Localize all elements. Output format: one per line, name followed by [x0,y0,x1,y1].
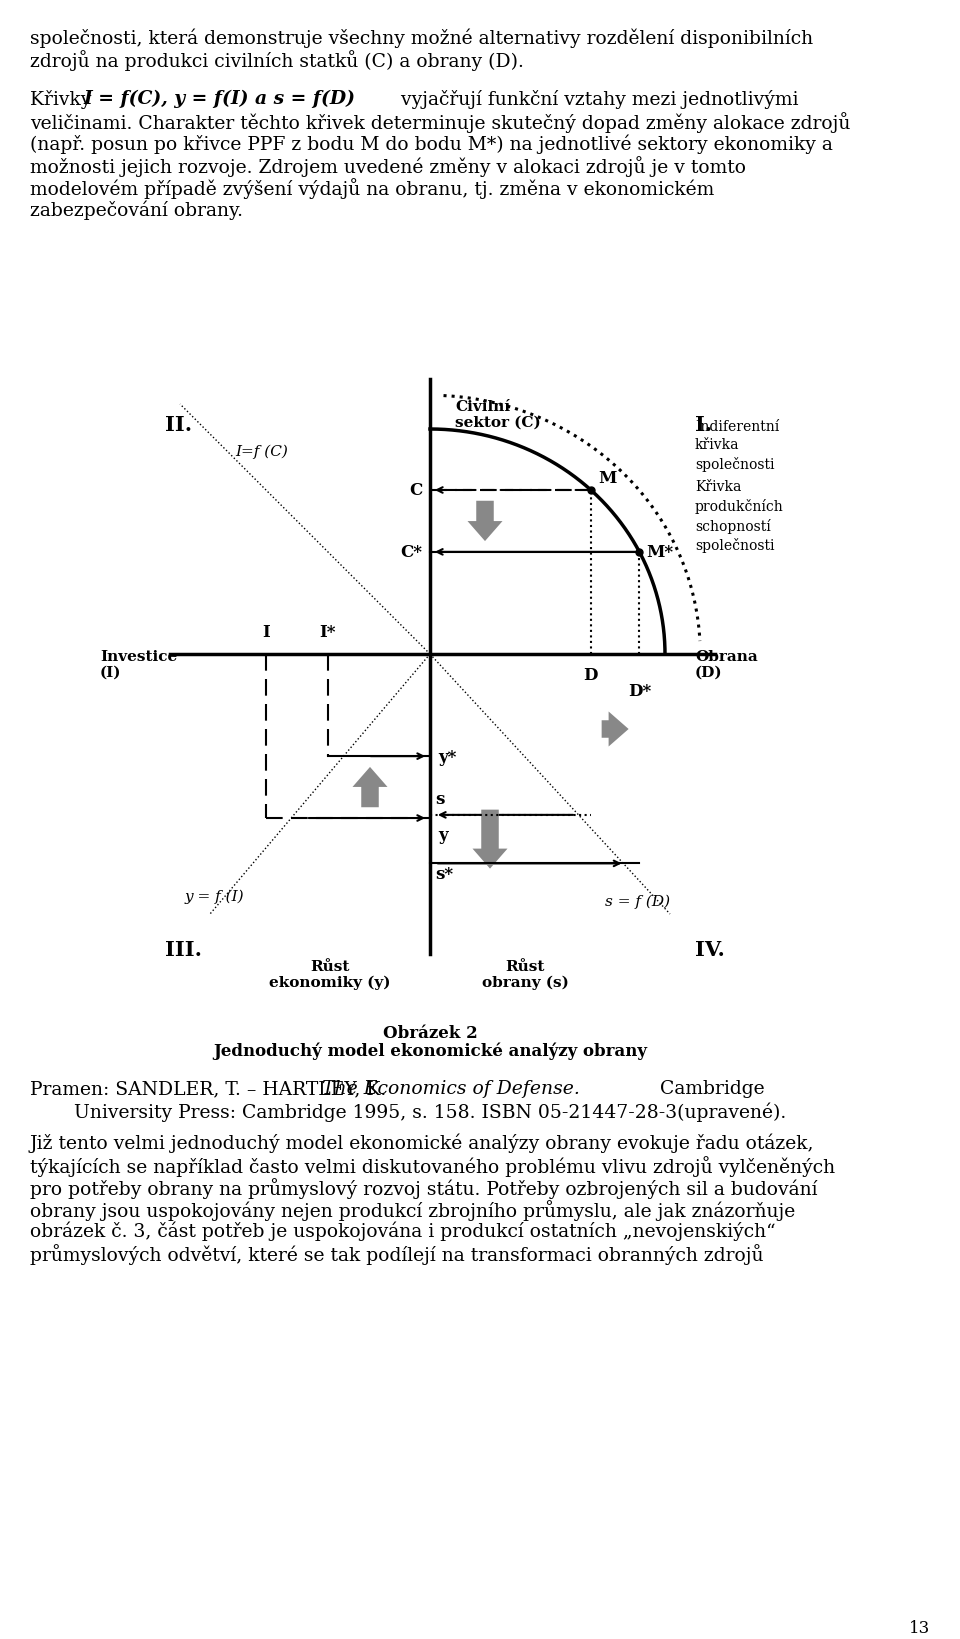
Text: Pramen: SANDLER, T. – HARTLEY, K.: Pramen: SANDLER, T. – HARTLEY, K. [30,1080,393,1098]
Text: y*: y* [438,747,456,765]
Text: s: s [435,790,444,808]
Text: obrázek č. 3, část potřeb je uspokojována i produkcí ostatních „nevojenskiých“: obrázek č. 3, část potřeb je uspokojován… [30,1221,776,1241]
Text: III.: III. [165,939,202,959]
Text: Růst: Růst [310,959,349,974]
Text: možnosti jejich rozvoje. Zdrojem uvedené změny v alokaci zdrojů je v tomto: možnosti jejich rozvoje. Zdrojem uvedené… [30,156,746,177]
Text: pro potřeby obrany na průmyslový rozvoj státu. Potřeby ozbrojených sil a budován: pro potřeby obrany na průmyslový rozvoj … [30,1177,818,1198]
Text: veličinami. Charakter těchto křivek determinuje skutečný dopad změny alokace zdr: veličinami. Charakter těchto křivek dete… [30,111,851,133]
Text: M: M [598,470,616,487]
Text: y: y [438,826,447,844]
Text: s*: s* [435,865,453,883]
Text: I=f (C): I=f (C) [235,444,288,459]
Text: IV.: IV. [695,939,725,959]
Text: University Press: Cambridge 1995, s. 158. ISBN 05-21447-28-3(upravené).: University Press: Cambridge 1995, s. 158… [74,1101,786,1121]
Text: D*: D* [628,682,651,700]
Text: (D): (D) [695,665,723,680]
Text: Již tento velmi jednoduchý model ekonomické analýzy obrany evokuje řadu otázek,: Již tento velmi jednoduchý model ekonomi… [30,1133,814,1152]
Text: Růst: Růst [505,959,544,974]
Text: ekonomiky (y): ekonomiky (y) [269,975,391,990]
Text: (I): (I) [100,665,122,680]
Text: (např. posun po křivce PPF z bodu M do bodu M*) na jednotlivé sektory ekonomiky : (např. posun po křivce PPF z bodu M do b… [30,134,833,154]
Text: I = f(C), y = f(I) a s = f(D): I = f(C), y = f(I) a s = f(D) [83,90,355,108]
Text: průmyslových odvětví, které se tak podílejí na transformaci obranných zdrojů: průmyslových odvětví, které se tak podíl… [30,1244,763,1264]
Text: s = f (D): s = f (D) [605,895,670,910]
Text: Civilní: Civilní [455,400,510,413]
Text: I: I [262,623,270,641]
Text: C*: C* [400,544,422,561]
Text: společnosti, která demonstruje všechny možné alternativy rozdělení disponibilníc: společnosti, která demonstruje všechny m… [30,28,813,48]
Text: Křivka
produkčních
schopností
společnosti: Křivka produkčních schopností společnost… [695,480,783,552]
Text: I.: I. [695,415,712,434]
Text: Investice: Investice [100,649,178,664]
Text: sektor (C): sektor (C) [455,416,540,429]
Text: Obrázek 2: Obrázek 2 [383,1024,477,1041]
Text: Cambridge: Cambridge [660,1080,764,1098]
Text: obrany jsou uspokojovány nejen produkcí zbrojního průmyslu, ale jak znázorňuje: obrany jsou uspokojovány nejen produkcí … [30,1200,795,1219]
Text: Jednoduchý model ekonomické analýzy obrany: Jednoduchý model ekonomické analýzy obra… [213,1042,647,1060]
Text: modelovém případě zvýšení výdajů na obranu, tj. změna v ekonomickém: modelovém případě zvýšení výdajů na obra… [30,179,714,198]
Text: The Economics of Defense.: The Economics of Defense. [322,1080,580,1098]
Text: y = f (I): y = f (I) [185,890,245,903]
Text: M*: M* [646,544,674,561]
Text: C: C [409,482,422,500]
Text: Křivky: Křivky [30,90,97,108]
Text: Obrana: Obrana [695,649,757,664]
Text: vyjačřují funkční vztahy mezi jednotlivými: vyjačřují funkční vztahy mezi jednotlivý… [395,90,799,108]
Text: zdrojů na produkci civilních statků (C) a obrany (D).: zdrojů na produkci civilních statků (C) … [30,49,524,70]
Text: obrany (s): obrany (s) [482,975,568,990]
Text: II.: II. [165,415,192,434]
Text: Indiferentní
křivka
společnosti: Indiferentní křivka společnosti [695,420,780,472]
Text: zabezpečování obrany.: zabezpečování obrany. [30,200,243,220]
Text: 13: 13 [909,1619,930,1636]
Text: D: D [584,667,598,683]
Text: týkajících se například často velmi diskutovaného problému vlivu zdrojů vylčeněn: týkajících se například často velmi disk… [30,1155,835,1177]
Text: I*: I* [320,623,336,641]
